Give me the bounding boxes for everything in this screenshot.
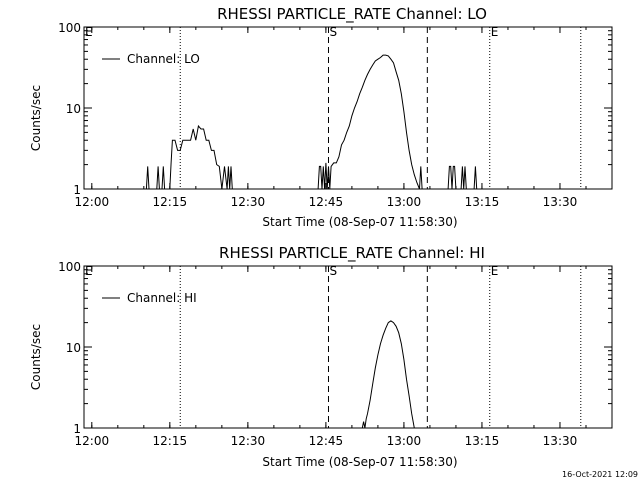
x-tick-label: 12:45 — [309, 195, 344, 209]
y-tick-label: 100 — [58, 260, 81, 274]
marker-label: S — [329, 264, 337, 278]
series-line — [84, 54, 612, 190]
generation-timestamp: 16-Oct-2021 12:09 — [562, 470, 638, 479]
x-tick-label: 12:15 — [153, 434, 188, 448]
x-tick-label: 13:15 — [465, 195, 500, 209]
x-tick-label: 12:00 — [75, 195, 110, 209]
x-tick-label: 13:15 — [465, 434, 500, 448]
y-tick-label: 1 — [73, 183, 81, 197]
y-tick-label: 1 — [73, 422, 81, 436]
y-axis-label: Counts/sec — [29, 324, 43, 390]
y-tick-label: 100 — [58, 21, 81, 35]
x-tick-label: 13:30 — [543, 195, 578, 209]
x-axis-label: Start Time (08-Sep-07 11:58:30) — [262, 215, 457, 229]
legend-label: Channel: HI — [127, 291, 197, 305]
x-tick-label: 13:00 — [387, 195, 422, 209]
chart-panel-2: RHESSI PARTICLE_RATE Channel: HI 12:00 12:… — [29, 244, 613, 469]
y-tick-label: 10 — [66, 341, 81, 355]
series-line — [361, 320, 415, 429]
marker-label: E — [85, 264, 93, 278]
marker-label: E — [491, 25, 499, 39]
marker-label: E — [85, 25, 93, 39]
x-tick-label: 13:30 — [543, 434, 578, 448]
x-tick-label: 12:45 — [309, 434, 344, 448]
marker-label: E — [491, 264, 499, 278]
x-tick-label: 12:30 — [231, 195, 266, 209]
x-tick-label: 12:00 — [75, 434, 110, 448]
chart-title: RHESSI PARTICLE_RATE Channel: LO — [217, 5, 487, 24]
marker-label: S — [329, 25, 337, 39]
x-tick-label: 12:15 — [153, 195, 188, 209]
chart-title: RHESSI PARTICLE_RATE Channel: HI — [219, 244, 485, 263]
y-axis-label: Counts/sec — [29, 85, 43, 151]
x-axis-label: Start Time (08-Sep-07 11:58:30) — [262, 455, 457, 469]
legend-label: Channel: LO — [127, 52, 200, 66]
x-tick-label: 12:30 — [231, 434, 266, 448]
chart-panel-1: RHESSI PARTICLE_RATE Channel: LO 12:00 12:… — [29, 5, 613, 229]
x-tick-label: 13:00 — [387, 434, 422, 448]
y-tick-label: 10 — [66, 102, 81, 116]
